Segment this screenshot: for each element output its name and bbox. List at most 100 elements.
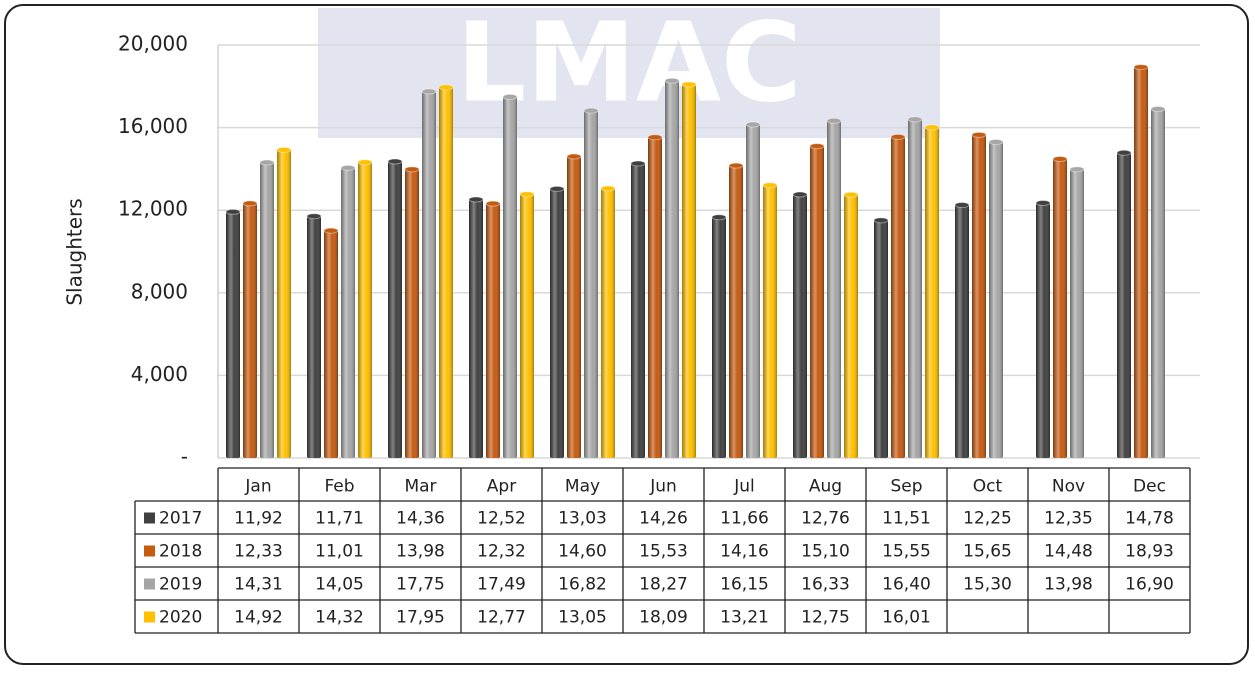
bar-cap: [843, 191, 859, 198]
bar: [307, 216, 321, 458]
bar-cap: [826, 117, 842, 124]
table-cell: 12,52: [477, 509, 526, 529]
bar: [1053, 158, 1067, 458]
bar: [550, 188, 564, 459]
table-cell: 13,21: [720, 608, 769, 628]
table-cell: 12,33: [234, 542, 283, 562]
bar: [486, 203, 500, 458]
bar: [972, 134, 986, 458]
bar-cap: [323, 227, 339, 234]
table-cell: 12,76: [801, 509, 850, 529]
table-cell: 16,90: [1125, 575, 1174, 595]
x-tick-label: Dec: [1133, 477, 1166, 497]
table-cell: 18,27: [639, 575, 688, 595]
legend-label: 2019: [159, 575, 202, 595]
bar: [324, 230, 338, 458]
table-cell: 13,98: [396, 542, 445, 562]
y-axis-label: Slaughters: [63, 198, 87, 305]
bar: [1070, 169, 1084, 459]
table-cell: 12,25: [963, 509, 1012, 529]
table-cell: 11,71: [315, 509, 364, 529]
bar-cap: [549, 185, 565, 192]
legend-swatch: [144, 545, 155, 557]
x-tick-label: Nov: [1052, 477, 1085, 497]
bar-cap: [647, 134, 663, 141]
table-cell: 15,55: [882, 542, 931, 562]
bar-cap: [566, 153, 582, 160]
bar-cap: [1150, 106, 1166, 113]
bar: [746, 124, 760, 458]
table-cell: 14,60: [558, 542, 607, 562]
bar: [989, 142, 1003, 458]
table-cell: 14,48: [1044, 542, 1093, 562]
bar: [631, 163, 645, 458]
bar-cap: [954, 202, 970, 209]
y-tick-label: 12,000: [118, 197, 188, 221]
bar: [1117, 152, 1131, 458]
bar-cap: [276, 146, 292, 153]
table-cell: 14,36: [396, 509, 445, 529]
bar: [567, 156, 581, 458]
bar: [469, 199, 483, 458]
bar-cap: [1133, 64, 1149, 71]
bar-cap: [728, 162, 744, 169]
bar-cap: [519, 191, 535, 198]
bar-cap: [1052, 155, 1068, 162]
bar-cap: [502, 93, 518, 100]
bar: [520, 194, 534, 458]
bar-cap: [438, 84, 454, 91]
bar: [260, 162, 274, 458]
legend-label: 2018: [159, 542, 202, 562]
bar-cap: [762, 182, 778, 189]
table-cell: 17,95: [396, 608, 445, 628]
bar: [601, 188, 615, 458]
table-cell: 17,75: [396, 575, 445, 595]
bar-cap: [600, 185, 616, 192]
bar: [503, 96, 517, 459]
y-tick-label: 16,000: [118, 114, 188, 138]
bar-cap: [242, 200, 258, 207]
watermark-box: [318, 8, 940, 138]
y-tick-label: -: [181, 445, 188, 469]
bar: [925, 127, 939, 459]
bar-cap: [681, 81, 697, 88]
table-cell: 15,53: [639, 542, 688, 562]
table-cell: 13,98: [1044, 575, 1093, 595]
bar: [277, 149, 291, 459]
bar: [388, 161, 402, 458]
table-cell: 16,40: [882, 575, 931, 595]
table-cell: 12,35: [1044, 509, 1093, 529]
bar-cap: [357, 159, 373, 166]
bar: [1134, 67, 1148, 459]
bar: [810, 146, 824, 458]
table-cell: 14,16: [720, 542, 769, 562]
bar: [405, 169, 419, 459]
table-cell: 16,15: [720, 575, 769, 595]
x-tick-label: Jul: [733, 477, 755, 497]
table-cell: 14,05: [315, 575, 364, 595]
bar-cap: [421, 88, 437, 95]
table-cell: 14,78: [1125, 509, 1174, 529]
bar: [827, 120, 841, 459]
x-tick-label: May: [565, 477, 600, 497]
bar-cap: [711, 214, 727, 221]
x-tick-label: Oct: [973, 477, 1003, 497]
table-cell: 15,10: [801, 542, 850, 562]
bar-cap: [340, 164, 356, 171]
bar: [763, 185, 777, 458]
bar-cap: [485, 200, 501, 207]
table-cell: 15,30: [963, 575, 1012, 595]
bar-cap: [745, 121, 761, 128]
bar-cap: [924, 124, 940, 131]
table-cell: 11,51: [882, 509, 931, 529]
bar-cap: [907, 116, 923, 123]
bar-cap: [1035, 199, 1051, 206]
y-tick-label: 20,000: [118, 32, 188, 56]
table-cell: 11,66: [720, 509, 769, 529]
table-cell: 14,32: [315, 608, 364, 628]
table-cell: 12,77: [477, 608, 526, 628]
bar-cap: [809, 143, 825, 150]
x-tick-label: Jan: [244, 477, 271, 497]
bar-cap: [664, 77, 680, 84]
legend-swatch: [144, 611, 155, 623]
